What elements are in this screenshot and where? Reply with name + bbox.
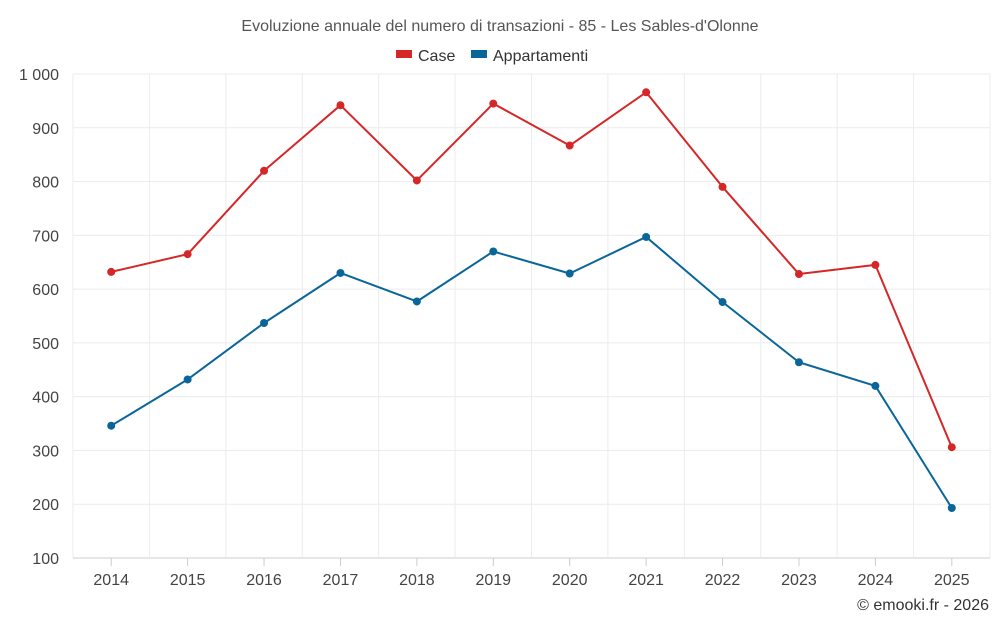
- y-tick-label: 400: [32, 390, 59, 407]
- data-point[interactable]: [871, 260, 880, 269]
- x-tick-label: 2024: [858, 572, 894, 589]
- data-point[interactable]: [565, 269, 574, 278]
- data-point[interactable]: [794, 358, 803, 367]
- y-tick-label: 200: [32, 497, 59, 514]
- chart-title: Evoluzione annuale del numero di transaz…: [241, 18, 758, 35]
- x-tick-label: 2015: [170, 572, 206, 589]
- data-point[interactable]: [107, 267, 116, 276]
- data-point[interactable]: [107, 421, 116, 430]
- x-tick-label: 2018: [399, 572, 435, 589]
- legend-swatch-case: [396, 50, 412, 58]
- legend-swatch-appartamenti: [471, 50, 487, 58]
- credit-text: © emooki.fr - 2026: [857, 597, 989, 614]
- x-tick-label: 2022: [705, 572, 741, 589]
- x-tick-label: 2020: [552, 572, 588, 589]
- grid: [72, 73, 991, 559]
- legend: Case Appartamenti: [396, 48, 588, 65]
- data-point[interactable]: [489, 247, 498, 256]
- data-point[interactable]: [871, 381, 880, 390]
- x-tick-label: 2025: [934, 572, 970, 589]
- data-point[interactable]: [336, 268, 345, 277]
- series-layer: [107, 88, 956, 512]
- data-point[interactable]: [183, 250, 192, 259]
- y-axis: 100 200 300 400 500 600 700 800 900 1 000: [19, 67, 59, 568]
- data-point[interactable]: [336, 101, 345, 110]
- data-point[interactable]: [489, 99, 498, 108]
- legend-item-case[interactable]: Case: [396, 48, 455, 65]
- data-point[interactable]: [412, 297, 421, 306]
- legend-label-appartamenti: Appartamenti: [493, 48, 588, 65]
- y-tick-label: 100: [32, 551, 59, 568]
- legend-item-appartamenti[interactable]: Appartamenti: [471, 48, 588, 65]
- x-tick-label: 2023: [781, 572, 817, 589]
- data-point[interactable]: [947, 443, 956, 452]
- y-tick-label: 700: [32, 228, 59, 245]
- series-case: [107, 88, 956, 452]
- data-point[interactable]: [718, 182, 727, 191]
- data-point[interactable]: [794, 270, 803, 279]
- y-tick-label: 900: [32, 121, 59, 138]
- data-point[interactable]: [642, 88, 651, 97]
- y-tick-label: 300: [32, 443, 59, 460]
- data-point[interactable]: [947, 503, 956, 512]
- data-point[interactable]: [260, 318, 269, 327]
- series-appartamenti: [107, 232, 956, 512]
- data-point[interactable]: [718, 298, 727, 307]
- x-tick-label: 2014: [93, 572, 129, 589]
- data-point[interactable]: [642, 232, 651, 241]
- x-tick-label: 2019: [475, 572, 511, 589]
- y-tick-label: 1 000: [19, 67, 59, 84]
- data-point[interactable]: [183, 375, 192, 384]
- data-point[interactable]: [565, 141, 574, 150]
- x-tick-label: 2021: [628, 572, 664, 589]
- x-axis: 2014 2015 2016 2017 2018 2019 2020 2021 2022 2023…: [93, 558, 970, 589]
- x-tick-label: 2017: [323, 572, 359, 589]
- y-tick-label: 800: [32, 175, 59, 192]
- data-point[interactable]: [260, 166, 269, 175]
- x-tick-label: 2016: [246, 572, 282, 589]
- series-line: [110, 235, 953, 509]
- series-line: [110, 91, 953, 448]
- data-point[interactable]: [412, 176, 421, 185]
- y-tick-label: 600: [32, 282, 59, 299]
- legend-label-case: Case: [418, 48, 455, 65]
- y-tick-label: 500: [32, 336, 59, 353]
